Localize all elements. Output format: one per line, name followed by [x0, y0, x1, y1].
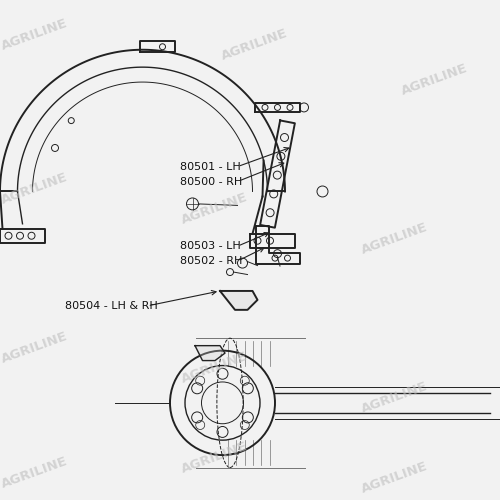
Text: AGRILINE: AGRILINE: [360, 380, 430, 416]
Text: AGRILINE: AGRILINE: [400, 62, 470, 98]
Polygon shape: [195, 346, 225, 360]
Text: AGRILINE: AGRILINE: [360, 460, 430, 496]
Text: 80502 - RH: 80502 - RH: [180, 256, 242, 266]
Text: AGRILINE: AGRILINE: [0, 171, 70, 207]
Polygon shape: [220, 291, 258, 310]
Text: AGRILINE: AGRILINE: [360, 220, 430, 257]
Text: 80504 - LH & RH: 80504 - LH & RH: [65, 301, 158, 311]
Text: AGRILINE: AGRILINE: [180, 440, 250, 476]
Text: AGRILINE: AGRILINE: [0, 17, 70, 53]
Text: AGRILINE: AGRILINE: [180, 350, 250, 386]
Text: 80500 - RH: 80500 - RH: [180, 176, 242, 186]
Text: AGRILINE: AGRILINE: [220, 26, 290, 63]
Text: 80501 - LH: 80501 - LH: [180, 162, 241, 172]
Text: AGRILINE: AGRILINE: [180, 191, 250, 227]
Text: AGRILINE: AGRILINE: [0, 330, 70, 366]
Text: AGRILINE: AGRILINE: [0, 454, 70, 490]
Text: 80503 - LH: 80503 - LH: [180, 241, 241, 251]
